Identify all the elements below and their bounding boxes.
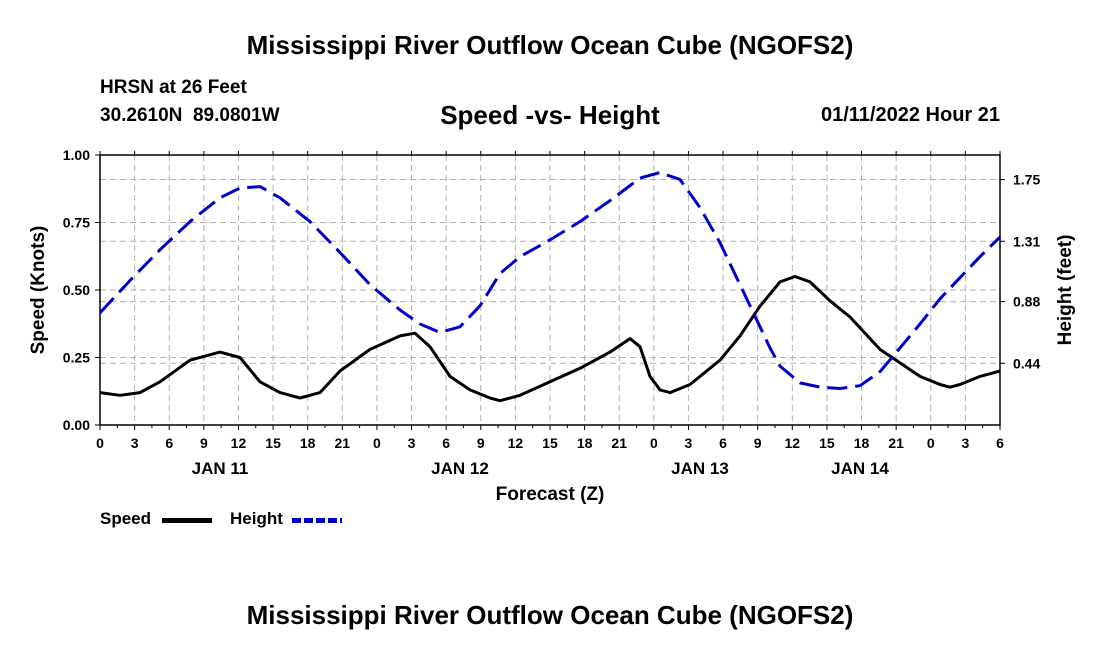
y-left-tick-label: 0.75 bbox=[63, 215, 90, 231]
x-tick-label: 21 bbox=[335, 435, 351, 451]
coordinates-label: 30.2610N 89.0801W bbox=[100, 105, 280, 126]
x-tick-label: 6 bbox=[719, 435, 727, 451]
forecast-datetime: 01/11/2022 Hour 21 bbox=[820, 104, 1000, 126]
y-left-tick-label: 1.00 bbox=[63, 147, 90, 163]
x-tick-label: 3 bbox=[408, 435, 416, 451]
legend-height-label: Height bbox=[230, 509, 283, 528]
x-tick-label: 15 bbox=[819, 435, 835, 451]
x-tick-label: 12 bbox=[785, 435, 801, 451]
series-layer bbox=[98, 171, 1002, 403]
x-tick-label: 0 bbox=[373, 435, 381, 451]
x-tick-label: 3 bbox=[685, 435, 693, 451]
x-tick-label: 18 bbox=[300, 435, 316, 451]
x-tick-label: 0 bbox=[650, 435, 658, 451]
day-label: JAN 13 bbox=[671, 459, 729, 478]
x-tick-label: 0 bbox=[96, 435, 104, 451]
y-left-tick-label: 0.25 bbox=[63, 350, 90, 366]
x-tick-label: 21 bbox=[888, 435, 904, 451]
legend-height-swatch bbox=[292, 518, 342, 523]
x-tick-label: 0 bbox=[927, 435, 935, 451]
x-tick-label: 15 bbox=[542, 435, 558, 451]
page-title-top: Mississippi River Outflow Ocean Cube (NG… bbox=[246, 30, 854, 60]
series-speed-line bbox=[99, 275, 1001, 403]
y-right-tick-label: 1.31 bbox=[1013, 233, 1040, 249]
station-label: HRSN at 26 Feet bbox=[100, 77, 247, 98]
y-left-tick-label: 0.50 bbox=[63, 282, 90, 298]
page-title-bottom: Mississippi River Outflow Ocean Cube (NG… bbox=[246, 600, 854, 630]
x-tick-label: 12 bbox=[508, 435, 524, 451]
x-tick-label: 3 bbox=[131, 435, 139, 451]
chart-subtitle: Speed -vs- Height bbox=[440, 100, 660, 130]
speed-height-chart: 0 3 6 9 12 15 18 21 0 3 6 9 12 15 18 21 0 3 6 9 12 15 18 21 0 3 6 0… bbox=[28, 147, 1076, 505]
day-label: JAN 11 bbox=[192, 459, 249, 478]
y-right-axis-title: Height (feet) bbox=[1055, 235, 1076, 346]
day-label: JAN 12 bbox=[431, 459, 489, 478]
series-height-line bbox=[98, 171, 1002, 390]
y-left-axis-title: Speed (Knots) bbox=[28, 226, 49, 355]
y-left-tick-label: 0.00 bbox=[63, 417, 90, 433]
x-tick-label: 6 bbox=[442, 435, 450, 451]
x-tick-label: 6 bbox=[996, 435, 1004, 451]
y-right-tick-label: 1.75 bbox=[1013, 172, 1040, 188]
x-tick-label: 15 bbox=[265, 435, 281, 451]
plot-frame bbox=[99, 154, 1001, 426]
x-tick-label: 3 bbox=[961, 435, 969, 451]
x-tick-label: 18 bbox=[854, 435, 870, 451]
x-axis-title: Forecast (Z) bbox=[496, 484, 605, 505]
x-tick-label: 6 bbox=[165, 435, 173, 451]
x-tick-label: 9 bbox=[477, 435, 485, 451]
x-tick-label: 18 bbox=[577, 435, 593, 451]
y-right-tick-label: 0.88 bbox=[1013, 294, 1040, 310]
x-tick-label: 9 bbox=[200, 435, 208, 451]
legend-speed-label: Speed bbox=[100, 509, 152, 528]
label-layer: 0 3 6 9 12 15 18 21 0 3 6 9 12 15 18 21 0 3 6 9 12 15 18 21 0 3 6 0… bbox=[28, 147, 1076, 505]
x-tick-label: 9 bbox=[754, 435, 762, 451]
x-tick-label: 21 bbox=[611, 435, 627, 451]
axis-layer bbox=[95, 151, 1005, 430]
legend-speed-swatch bbox=[162, 518, 212, 523]
x-tick-label: 12 bbox=[231, 435, 247, 451]
y-right-tick-label: 0.44 bbox=[1013, 355, 1040, 371]
grid-layer bbox=[100, 155, 1000, 425]
day-label: JAN 14 bbox=[831, 459, 889, 478]
